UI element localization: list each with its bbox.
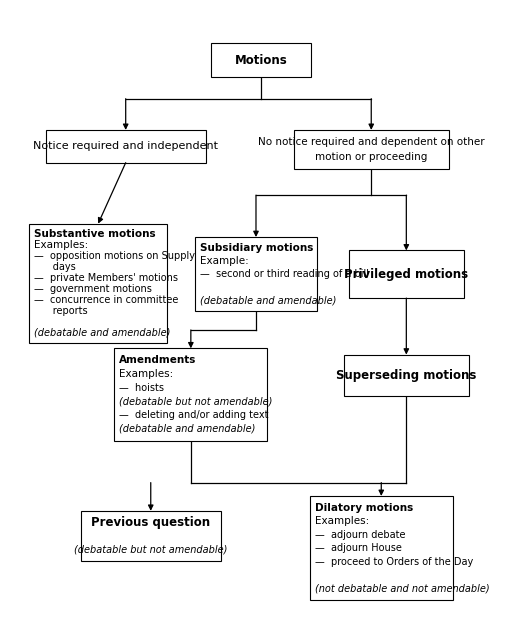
Text: Amendments: Amendments xyxy=(120,355,197,365)
Text: (debatable but not amendable): (debatable but not amendable) xyxy=(120,396,273,407)
FancyBboxPatch shape xyxy=(45,130,206,162)
Text: —  opposition motions on Supply: — opposition motions on Supply xyxy=(34,251,195,261)
FancyBboxPatch shape xyxy=(195,237,317,311)
FancyBboxPatch shape xyxy=(310,496,453,600)
Text: (debatable but not amendable): (debatable but not amendable) xyxy=(74,545,228,555)
Text: —  second or third reading of a bill: — second or third reading of a bill xyxy=(199,269,369,279)
Text: days: days xyxy=(34,262,76,272)
Text: (debatable and amendable): (debatable and amendable) xyxy=(34,327,171,337)
Text: Substantive motions: Substantive motions xyxy=(34,229,156,239)
FancyBboxPatch shape xyxy=(211,43,311,78)
Text: Example:: Example: xyxy=(199,256,248,267)
FancyBboxPatch shape xyxy=(29,224,167,343)
Text: —  government motions: — government motions xyxy=(34,284,152,294)
Text: —  concurrence in committee: — concurrence in committee xyxy=(34,294,179,304)
Text: No notice required and dependent on other: No notice required and dependent on othe… xyxy=(258,137,484,147)
Text: (debatable and amendable): (debatable and amendable) xyxy=(120,424,256,434)
FancyBboxPatch shape xyxy=(80,511,221,562)
Text: Motions: Motions xyxy=(234,53,288,66)
Text: Superseding motions: Superseding motions xyxy=(336,369,477,382)
Text: reports: reports xyxy=(34,306,88,316)
Text: Previous question: Previous question xyxy=(91,516,210,529)
Text: Examples:: Examples: xyxy=(315,516,369,526)
Text: —  deleting and/or adding text: — deleting and/or adding text xyxy=(120,410,269,420)
Text: —  proceed to Orders of the Day: — proceed to Orders of the Day xyxy=(315,557,473,567)
Text: —  hoists: — hoists xyxy=(120,383,164,392)
Text: Notice required and independent: Notice required and independent xyxy=(33,141,218,151)
FancyBboxPatch shape xyxy=(343,355,469,396)
Text: (not debatable and not amendable): (not debatable and not amendable) xyxy=(315,583,490,593)
Text: Dilatory motions: Dilatory motions xyxy=(315,503,413,513)
Text: Examples:: Examples: xyxy=(34,240,89,250)
Text: —  adjourn debate: — adjourn debate xyxy=(315,529,406,539)
FancyBboxPatch shape xyxy=(114,348,267,441)
Text: motion or proceeding: motion or proceeding xyxy=(315,151,428,162)
FancyBboxPatch shape xyxy=(293,130,449,169)
Text: —  adjourn House: — adjourn House xyxy=(315,543,402,553)
Text: Privileged motions: Privileged motions xyxy=(345,268,468,281)
Text: Examples:: Examples: xyxy=(120,369,174,379)
Text: Subsidiary motions: Subsidiary motions xyxy=(199,243,313,254)
Text: —  private Members' motions: — private Members' motions xyxy=(34,273,178,283)
Text: (debatable and amendable): (debatable and amendable) xyxy=(199,295,336,305)
FancyBboxPatch shape xyxy=(349,250,464,298)
